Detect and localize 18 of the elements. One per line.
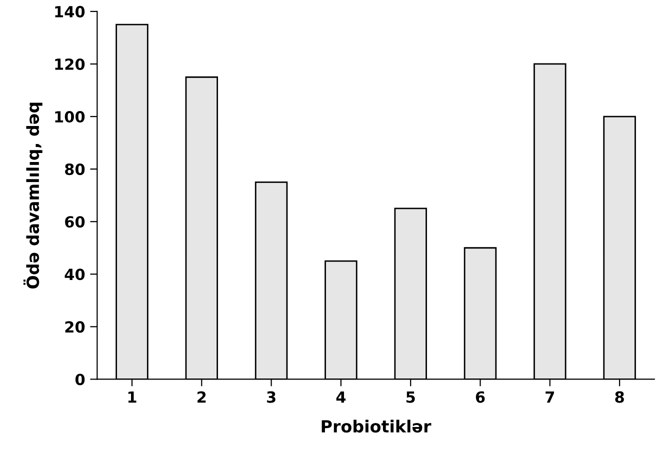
y-tick-label: 60: [65, 216, 85, 228]
y-tick-label: 120: [55, 58, 85, 70]
x-tick-label: 7: [546, 392, 554, 403]
y-tick-label: 40: [64, 268, 85, 280]
x-tick-label: 5: [406, 392, 415, 403]
y-tick-label: 80: [65, 164, 85, 176]
y-tick-label: 140: [55, 6, 85, 18]
y-axis-title: Ödə davamlılıq, dəq: [23, 102, 42, 288]
y-tick-label: 100: [55, 110, 85, 123]
x-tick-label: 1: [128, 392, 136, 403]
x-tick-label: 3: [267, 391, 276, 403]
x-tick-label: 4: [336, 392, 346, 403]
y-tick-label: 0: [75, 374, 85, 386]
x-tick-label: 8: [615, 391, 624, 403]
x-tick-label: 2: [198, 391, 206, 403]
x-axis-title: Probiotiklər: [322, 420, 432, 433]
x-tick-label: 6: [476, 391, 485, 403]
y-tick-label: 20: [65, 321, 85, 333]
